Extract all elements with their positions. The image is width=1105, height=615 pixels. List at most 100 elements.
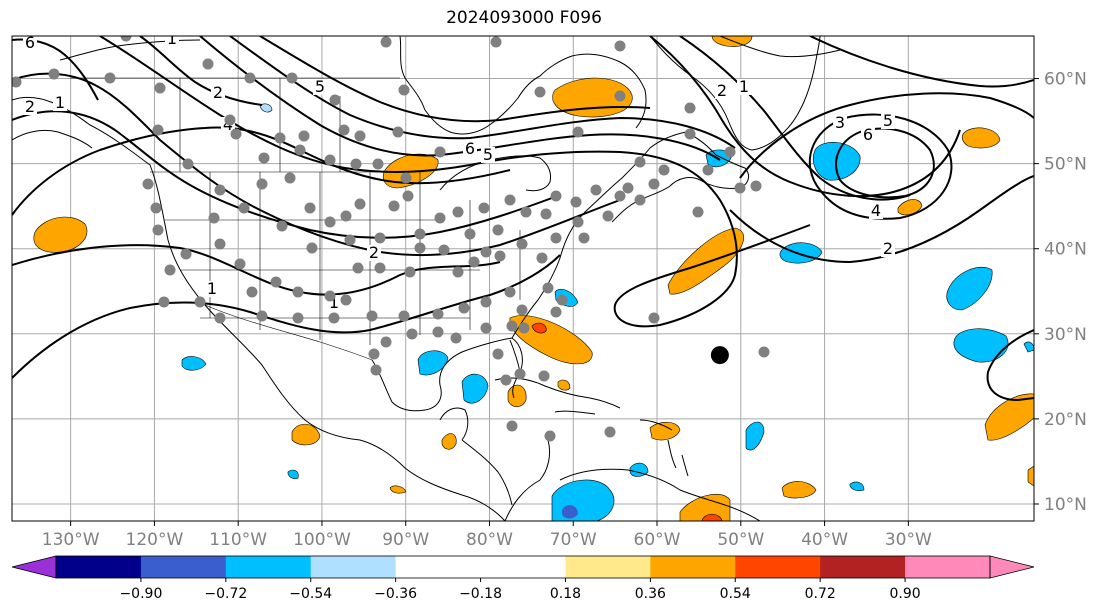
contour-label-bg — [205, 281, 219, 297]
station-dot — [286, 72, 298, 84]
anomaly-negative — [461, 373, 489, 404]
lat-tick-label: 10°N — [1044, 495, 1087, 515]
colorbar-segment — [650, 556, 736, 578]
station-dot — [400, 172, 412, 184]
station-dot — [182, 158, 194, 170]
station-dot — [328, 312, 340, 324]
lon-tick-label: 70°W — [550, 530, 597, 550]
contour-line — [139, 36, 263, 106]
station-dot — [506, 420, 518, 432]
station-dot — [480, 246, 492, 258]
station-dot — [504, 286, 516, 298]
contour-line — [12, 110, 561, 239]
contour-label: 1 — [207, 279, 217, 298]
lon-tick-label: 40°W — [801, 530, 848, 550]
station-dot — [238, 202, 250, 214]
station-dot — [614, 90, 626, 102]
station-dot — [402, 190, 414, 202]
station-dot — [458, 302, 470, 314]
anomaly-positive — [1027, 465, 1034, 487]
longitude-axis: 130°W 120°W 110°W 100°W 90°W 80°W 70°W 60°W 50°W… — [42, 521, 932, 550]
station-dot — [414, 242, 426, 254]
station-dot — [572, 126, 584, 138]
station-dot — [550, 190, 562, 202]
station-dot — [306, 242, 318, 254]
station-dot — [452, 206, 464, 218]
station-dot — [354, 130, 366, 142]
anomaly-positive — [984, 393, 1034, 441]
station-dot — [350, 158, 362, 170]
contour-label: 3 — [835, 113, 845, 132]
station-dot — [438, 244, 450, 256]
latitude-axis: 60°N 50°N 40°N 30°N 20°N 10°N — [1034, 70, 1087, 515]
station-dot — [224, 114, 236, 126]
contour-line — [679, 36, 911, 201]
anomaly-negative — [745, 421, 765, 451]
station-dot — [12, 76, 22, 88]
station-dot — [208, 212, 220, 224]
anomaly-positive — [649, 421, 681, 441]
anomaly-positive — [897, 199, 923, 216]
lon-tick-label: 100°W — [293, 530, 351, 550]
contour-label-bg — [869, 203, 883, 219]
station-dot — [256, 310, 268, 322]
station-dot — [434, 146, 446, 158]
station-dot — [292, 312, 304, 324]
anomaly-negative — [946, 266, 993, 311]
station-dot — [292, 286, 304, 298]
colorbar: −0.90 −0.72 −0.54 −0.36 −0.18 0.18 0.36 0.54 0.7… — [11, 555, 1035, 602]
station-dot — [544, 430, 556, 442]
contour-line — [729, 175, 1034, 264]
station-dot — [164, 264, 176, 276]
station-dot — [414, 228, 426, 240]
anomaly-negative — [1023, 341, 1034, 353]
contour-label: 5 — [483, 145, 493, 164]
station-dot — [504, 194, 516, 206]
station-dot — [602, 210, 614, 222]
contour-line — [12, 254, 561, 379]
lat-tick-label: 50°N — [1044, 155, 1087, 175]
station-dot — [152, 124, 164, 136]
shaded-anomalies — [33, 36, 1034, 521]
lon-tick-label: 130°W — [42, 530, 100, 550]
contour-label: 1 — [167, 29, 177, 48]
contour-label-bg — [463, 141, 477, 157]
colorbar-tick-label: −0.90 — [119, 586, 162, 602]
station-dot — [398, 84, 410, 96]
anomaly-positive — [679, 493, 731, 521]
station-dot — [480, 296, 492, 308]
anomaly-positive — [557, 379, 571, 391]
anomaly-positive — [389, 485, 407, 494]
station-dot — [142, 178, 154, 190]
map-frame — [11, 35, 1035, 522]
station-dot — [506, 320, 518, 332]
station-dot — [758, 346, 770, 358]
lon-tick-label: 80°W — [466, 530, 513, 550]
station-dot — [180, 248, 192, 260]
anomaly-positive — [781, 481, 817, 499]
station-dot — [324, 290, 336, 302]
contour-label-bg — [737, 79, 751, 95]
anomaly-negative — [417, 350, 449, 376]
station-dot — [120, 36, 132, 42]
colorbar-tick-label: 0.36 — [635, 586, 666, 602]
station-dot — [490, 36, 502, 48]
station-dot — [432, 308, 444, 320]
colorbar-segment — [310, 556, 397, 578]
station-dot — [304, 202, 316, 214]
station-dot — [158, 296, 170, 308]
contour-line — [986, 329, 1034, 402]
station-dot — [622, 182, 634, 194]
colorbar-segment — [905, 556, 991, 578]
contour-label-bg — [23, 99, 37, 115]
station-dot — [366, 310, 378, 322]
station-dot — [634, 156, 646, 168]
station-dot — [246, 286, 258, 298]
station-dot — [536, 252, 548, 264]
colorbar-segment — [56, 556, 142, 578]
anomaly-negative — [953, 328, 1009, 363]
station-dot — [658, 164, 670, 176]
graticule — [12, 36, 1034, 521]
station-dot — [516, 304, 528, 316]
station-dot — [570, 196, 582, 208]
